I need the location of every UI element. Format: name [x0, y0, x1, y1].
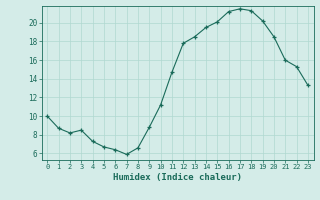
X-axis label: Humidex (Indice chaleur): Humidex (Indice chaleur): [113, 173, 242, 182]
